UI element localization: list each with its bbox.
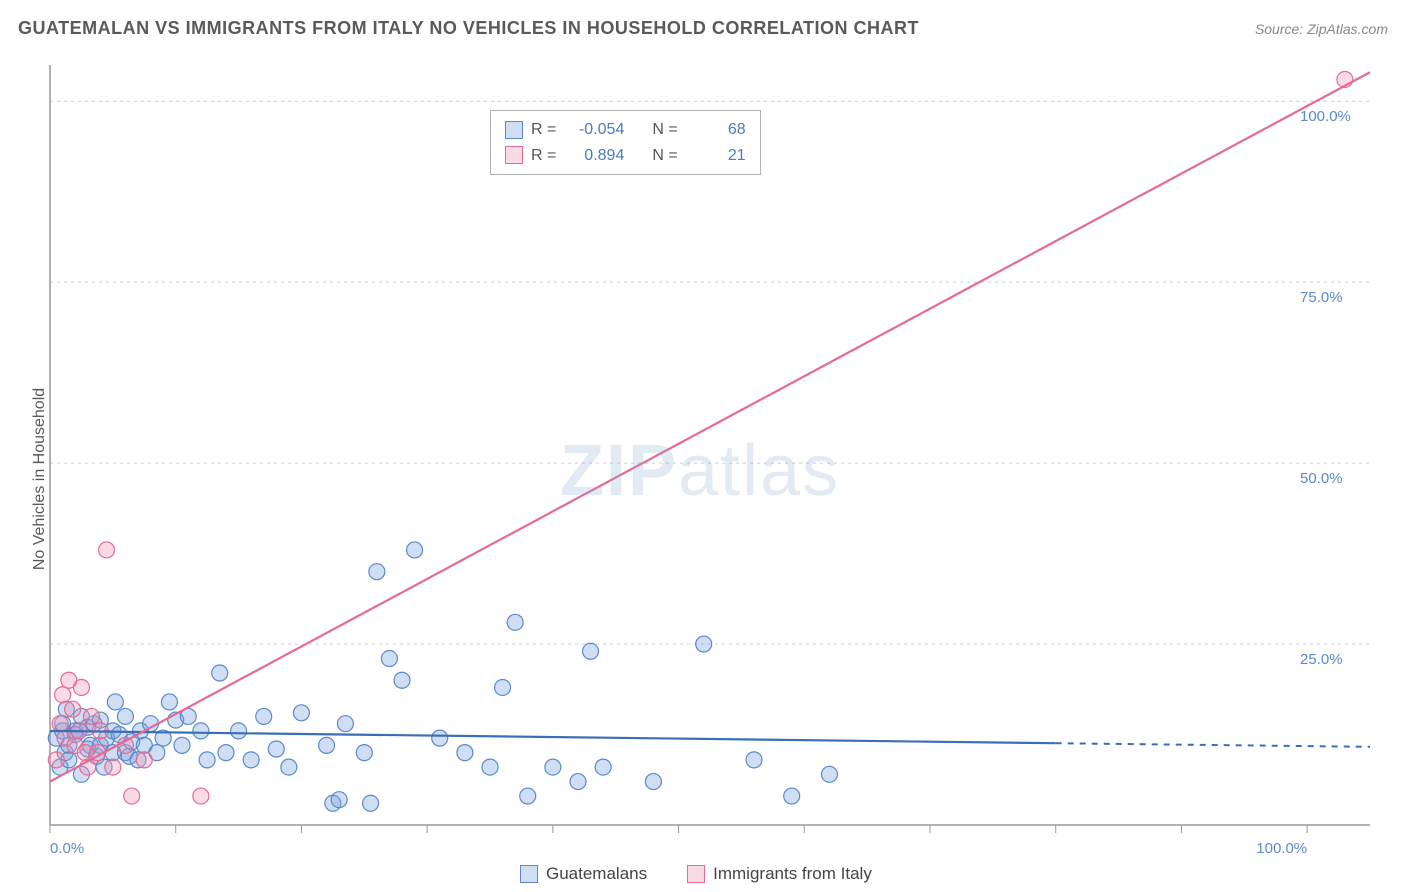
chart-title: GUATEMALAN VS IMMIGRANTS FROM ITALY NO V… (18, 18, 919, 39)
stat-n-value: 68 (686, 117, 746, 143)
stat-n-label: N = (652, 143, 677, 169)
stats-row-series-1: R = 0.894 N = 21 (505, 143, 746, 169)
legend: Guatemalans Immigrants from Italy (520, 864, 872, 884)
svg-text:100.0%: 100.0% (1300, 108, 1351, 125)
legend-item-0: Guatemalans (520, 864, 647, 884)
stat-r-value: -0.054 (564, 117, 624, 143)
stats-box: R = -0.054 N = 68 R = 0.894 N = 21 (490, 110, 761, 175)
swatch-icon (505, 121, 523, 139)
y-axis-label: No Vehicles in Household (31, 369, 49, 589)
swatch-icon (687, 865, 705, 883)
swatch-icon (505, 146, 523, 164)
stats-row-series-0: R = -0.054 N = 68 (505, 117, 746, 143)
legend-label: Guatemalans (546, 864, 647, 884)
stat-r-label: R = (531, 143, 556, 169)
svg-text:50.0%: 50.0% (1300, 470, 1343, 487)
stat-r-label: R = (531, 117, 556, 143)
chart-container: No Vehicles in Household 25.0% 50.0% 75.0%… (0, 50, 1406, 892)
legend-label: Immigrants from Italy (713, 864, 872, 884)
legend-item-1: Immigrants from Italy (687, 864, 872, 884)
svg-text:100.0%: 100.0% (1256, 840, 1307, 857)
swatch-icon (520, 865, 538, 883)
stat-n-label: N = (652, 117, 677, 143)
stat-r-value: 0.894 (564, 143, 624, 169)
svg-text:25.0%: 25.0% (1300, 651, 1343, 668)
svg-text:0.0%: 0.0% (50, 840, 84, 857)
stat-n-value: 21 (686, 143, 746, 169)
svg-text:75.0%: 75.0% (1300, 289, 1343, 306)
chart-source: Source: ZipAtlas.com (1255, 21, 1388, 37)
